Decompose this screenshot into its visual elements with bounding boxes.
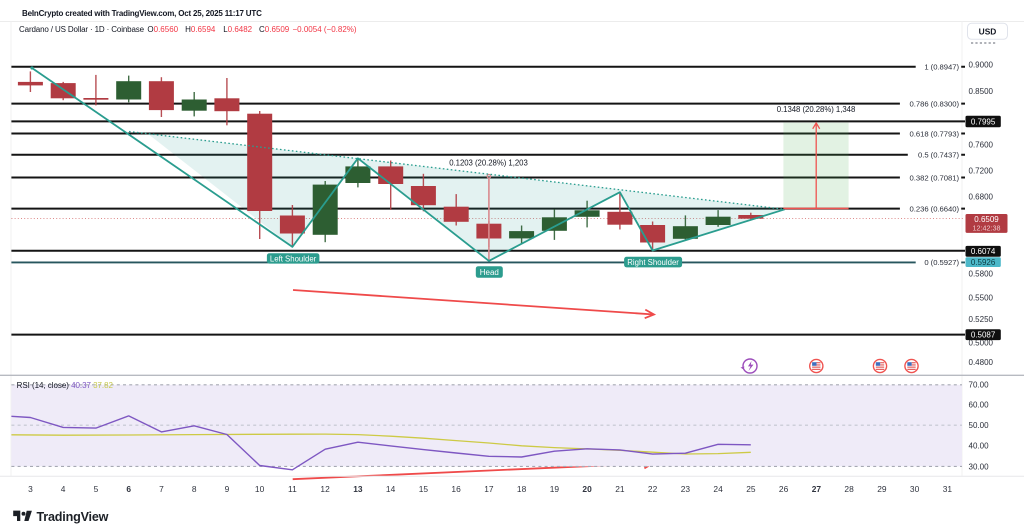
svg-text:60.00: 60.00 (969, 400, 990, 409)
svg-text:0.7200: 0.7200 (969, 166, 994, 175)
svg-text:0.5250: 0.5250 (969, 315, 994, 324)
svg-text:0.5087: 0.5087 (971, 331, 996, 340)
svg-text:6: 6 (126, 484, 131, 494)
svg-text:0.5000: 0.5000 (969, 338, 994, 347)
svg-text:19: 19 (550, 484, 560, 494)
svg-text:29: 29 (877, 484, 887, 494)
svg-text:H0.6594: H0.6594 (185, 25, 216, 34)
svg-text:27: 27 (812, 484, 822, 494)
svg-text:24: 24 (713, 484, 723, 494)
svg-text:17: 17 (484, 484, 494, 494)
svg-text:11: 11 (288, 484, 297, 494)
svg-text:25: 25 (746, 484, 756, 494)
svg-text:0.1348 (20.28%) 1,348: 0.1348 (20.28%) 1,348 (777, 105, 856, 114)
svg-text:14: 14 (386, 484, 396, 494)
svg-text:12: 12 (320, 484, 330, 494)
svg-text:28: 28 (844, 484, 854, 494)
svg-text:7: 7 (159, 484, 164, 494)
svg-text:8: 8 (192, 484, 197, 494)
svg-text:0.6074: 0.6074 (971, 247, 996, 256)
svg-text:0.6509: 0.6509 (974, 215, 999, 224)
svg-text:20: 20 (582, 484, 592, 494)
svg-text:0.618 (0.7793): 0.618 (0.7793) (910, 129, 960, 138)
svg-text:0.5800: 0.5800 (969, 269, 994, 278)
svg-text:18: 18 (517, 484, 527, 494)
svg-text:TradingView: TradingView (37, 510, 109, 524)
svg-text:23: 23 (681, 484, 691, 494)
svg-text:12:42:38: 12:42:38 (973, 224, 1001, 233)
svg-text:0.7995: 0.7995 (971, 117, 996, 126)
svg-text:4: 4 (61, 484, 66, 494)
svg-text:31: 31 (943, 484, 953, 494)
svg-text:−0.0054 (−0.82%): −0.0054 (−0.82%) (293, 25, 357, 34)
svg-text:0.4800: 0.4800 (969, 358, 994, 367)
svg-text:5: 5 (94, 484, 99, 494)
svg-text:22: 22 (648, 484, 658, 494)
svg-text:70.00: 70.00 (969, 381, 990, 390)
svg-text:26: 26 (779, 484, 789, 494)
svg-text:30: 30 (910, 484, 920, 494)
svg-text:13: 13 (353, 484, 363, 494)
svg-text:O0.6560: O0.6560 (147, 25, 178, 34)
svg-text:BeInCrypto created with Tradin: BeInCrypto created with TradingView.com,… (22, 9, 262, 18)
svg-text:0.236 (0.6640): 0.236 (0.6640) (910, 204, 960, 213)
svg-text:0.5926: 0.5926 (971, 258, 996, 267)
svg-text:9: 9 (225, 484, 230, 494)
svg-text:USD: USD (979, 26, 997, 36)
svg-text:0.6800: 0.6800 (969, 192, 994, 201)
svg-text:16: 16 (451, 484, 461, 494)
svg-text:C0.6509: C0.6509 (259, 25, 290, 34)
svg-text:0 (0.5927): 0 (0.5927) (924, 258, 959, 267)
svg-text:Head: Head (480, 268, 499, 277)
svg-text:0.8500: 0.8500 (969, 87, 994, 96)
svg-text:0.1203 (20.28%) 1,203: 0.1203 (20.28%) 1,203 (449, 159, 528, 168)
svg-text:0.786 (0.8300): 0.786 (0.8300) (910, 99, 960, 108)
svg-text:Cardano / US Dollar · 1D · Coi: Cardano / US Dollar · 1D · Coinbase (19, 25, 145, 34)
svg-text:3: 3 (28, 484, 33, 494)
svg-text:0.5 (0.7437): 0.5 (0.7437) (918, 151, 959, 160)
svg-text:21: 21 (615, 484, 625, 494)
svg-text:30.00: 30.00 (969, 462, 990, 471)
svg-text:0.5500: 0.5500 (969, 293, 994, 302)
svg-text:1 (0.8947): 1 (0.8947) (924, 63, 959, 72)
svg-text:RSI (14, close) 40.37 37.82: RSI (14, close) 40.37 37.82 (17, 381, 114, 390)
svg-text:L0.6482: L0.6482 (223, 25, 252, 34)
svg-text:Left Shoulder: Left Shoulder (270, 254, 317, 263)
svg-text:0.7600: 0.7600 (969, 140, 994, 149)
svg-text:40.00: 40.00 (969, 442, 990, 451)
svg-text:10: 10 (255, 484, 265, 494)
svg-text:0.9000: 0.9000 (969, 60, 994, 69)
svg-text:Right Shoulder: Right Shoulder (627, 258, 679, 267)
svg-text:50.00: 50.00 (969, 421, 990, 430)
svg-text:0.382 (0.7081): 0.382 (0.7081) (910, 173, 960, 182)
svg-text:15: 15 (419, 484, 429, 494)
